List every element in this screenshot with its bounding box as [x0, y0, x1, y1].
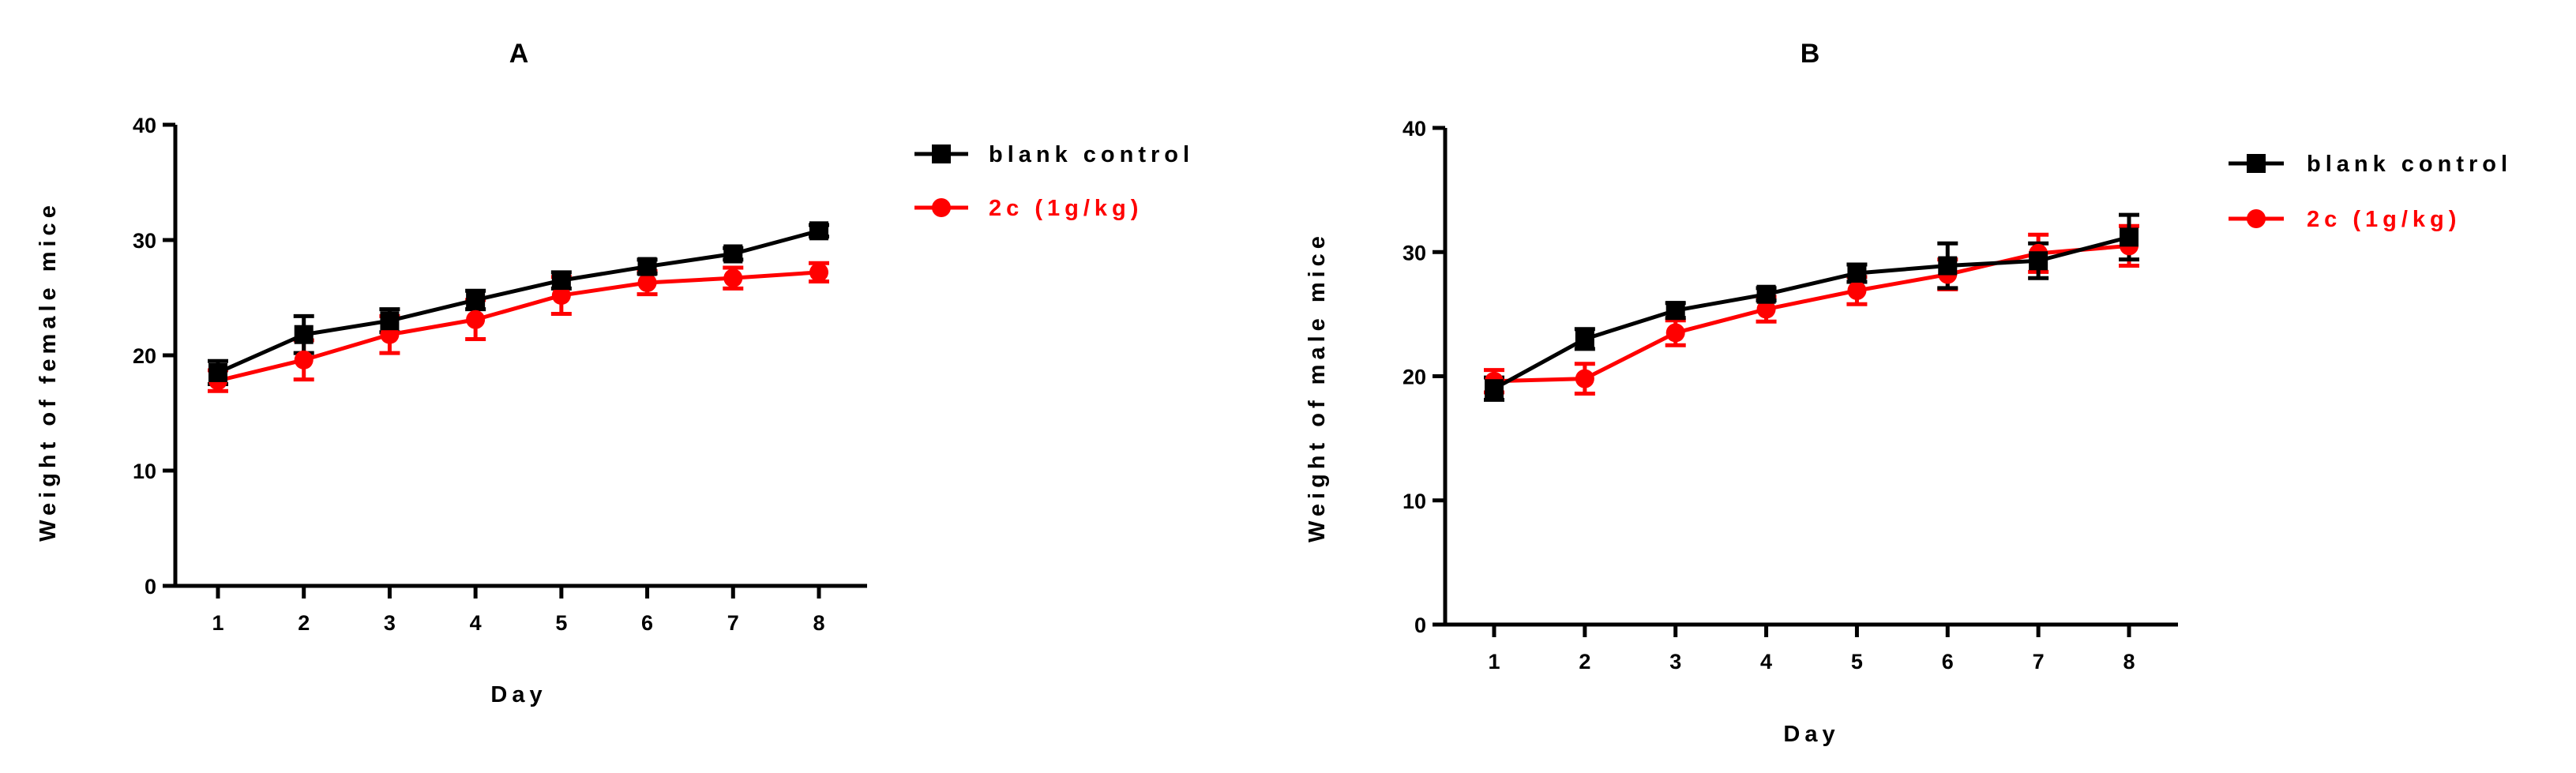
legend-label: 2c (1g/kg) — [2307, 207, 2461, 232]
series-line — [1493, 243, 2130, 384]
legend-b: blank control 2c (1g/kg) — [2229, 152, 2512, 232]
ticks-a: 0 10 20 30 40 1 2 3 4 5 6 7 8 — [133, 114, 825, 635]
y-tick-label: 20 — [1403, 366, 1426, 389]
y-tick-label: 10 — [1403, 490, 1426, 513]
y-tick-label: 20 — [133, 344, 156, 368]
y-axis-title-b: Weight of male mice — [1305, 231, 1330, 542]
data-point — [1756, 299, 1776, 319]
data-point — [1485, 379, 1504, 399]
data-point — [1665, 323, 1685, 343]
data-point — [1847, 263, 1867, 283]
legend-marker — [932, 198, 951, 217]
data-point — [1575, 369, 1594, 388]
data-point — [809, 262, 828, 282]
legend-item: blank control — [2229, 152, 2512, 177]
y-tick-label: 0 — [1414, 614, 1426, 637]
data-point — [208, 362, 227, 382]
x-tick-label: 6 — [1942, 650, 1954, 674]
data-point — [723, 244, 743, 264]
x-tick-label: 7 — [727, 611, 739, 635]
series-line — [1493, 235, 2130, 391]
data-point — [380, 311, 400, 331]
data-point — [637, 257, 657, 276]
x-tick-label: 2 — [298, 611, 310, 635]
y-tick-label: 40 — [133, 114, 156, 137]
y-tick-label: 40 — [1403, 117, 1426, 141]
x-tick-label: 4 — [470, 611, 482, 635]
data-point — [551, 271, 571, 291]
data-point — [2120, 227, 2139, 247]
legend-marker — [2247, 154, 2266, 173]
chart-panel-b: B 0 10 20 30 40 1 2 3 4 5 6 7 8 Day Weight of male m… — [1305, 39, 2512, 747]
x-tick-label: 5 — [1851, 650, 1863, 674]
legend-item: blank control — [914, 142, 1194, 167]
x-tick-label: 6 — [641, 611, 653, 635]
data-point — [1847, 280, 1867, 300]
data-point — [2029, 251, 2048, 271]
series-line — [216, 228, 820, 375]
x-tick-label: 8 — [2123, 650, 2135, 674]
markers-a — [208, 221, 828, 391]
data-point — [551, 286, 571, 306]
x-tick-label: 2 — [1579, 650, 1590, 674]
legend-item: 2c (1g/kg) — [914, 196, 1143, 221]
data-point — [637, 273, 657, 293]
series-lines-b — [1493, 235, 2130, 391]
data-point — [1938, 256, 1958, 276]
x-tick-label: 1 — [1488, 650, 1500, 674]
x-tick-label: 7 — [2033, 650, 2045, 674]
legend-marker — [932, 144, 951, 163]
panel-label-b: B — [1801, 39, 1820, 69]
data-point — [1575, 329, 1594, 349]
x-tick-label: 1 — [212, 611, 223, 635]
y-tick-label: 30 — [133, 229, 156, 253]
data-point — [294, 325, 314, 344]
x-axis-title-a: Day — [490, 682, 546, 707]
x-tick-label: 3 — [1669, 650, 1681, 674]
axes-a — [173, 125, 867, 588]
data-point — [294, 350, 314, 370]
panel-label-a: A — [509, 39, 529, 69]
legend-label: blank control — [989, 142, 1194, 167]
series-lines-a — [216, 228, 820, 383]
y-axis-title-a: Weight of female mice — [36, 201, 61, 542]
x-tick-label: 5 — [555, 611, 567, 635]
data-point — [1756, 284, 1776, 304]
x-tick-label: 8 — [813, 611, 824, 635]
legend-item: 2c (1g/kg) — [2229, 207, 2461, 232]
ticks-b: 0 10 20 30 40 1 2 3 4 5 6 7 8 — [1403, 117, 2135, 674]
y-tick-label: 30 — [1403, 241, 1426, 265]
y-tick-label: 0 — [145, 575, 156, 599]
axes-b — [1443, 128, 2178, 627]
legend-marker — [2247, 209, 2266, 228]
legend-a: blank control 2c (1g/kg) — [914, 142, 1194, 221]
data-point — [809, 221, 828, 241]
markers-b — [1485, 227, 2139, 399]
x-tick-label: 3 — [384, 611, 396, 635]
legend-label: 2c (1g/kg) — [989, 196, 1143, 221]
data-point — [723, 268, 743, 288]
legend-label: blank control — [2307, 152, 2512, 177]
y-tick-label: 10 — [133, 460, 156, 483]
data-point — [466, 290, 486, 310]
x-axis-title-b: Day — [1783, 722, 1839, 747]
series-line — [217, 270, 820, 383]
x-tick-label: 4 — [1760, 650, 1772, 674]
data-point — [466, 310, 486, 329]
data-point — [1665, 301, 1685, 321]
chart-panel-a: A 0 10 20 30 40 1 2 3 4 5 6 7 8 Day Weight of female… — [36, 39, 1194, 707]
